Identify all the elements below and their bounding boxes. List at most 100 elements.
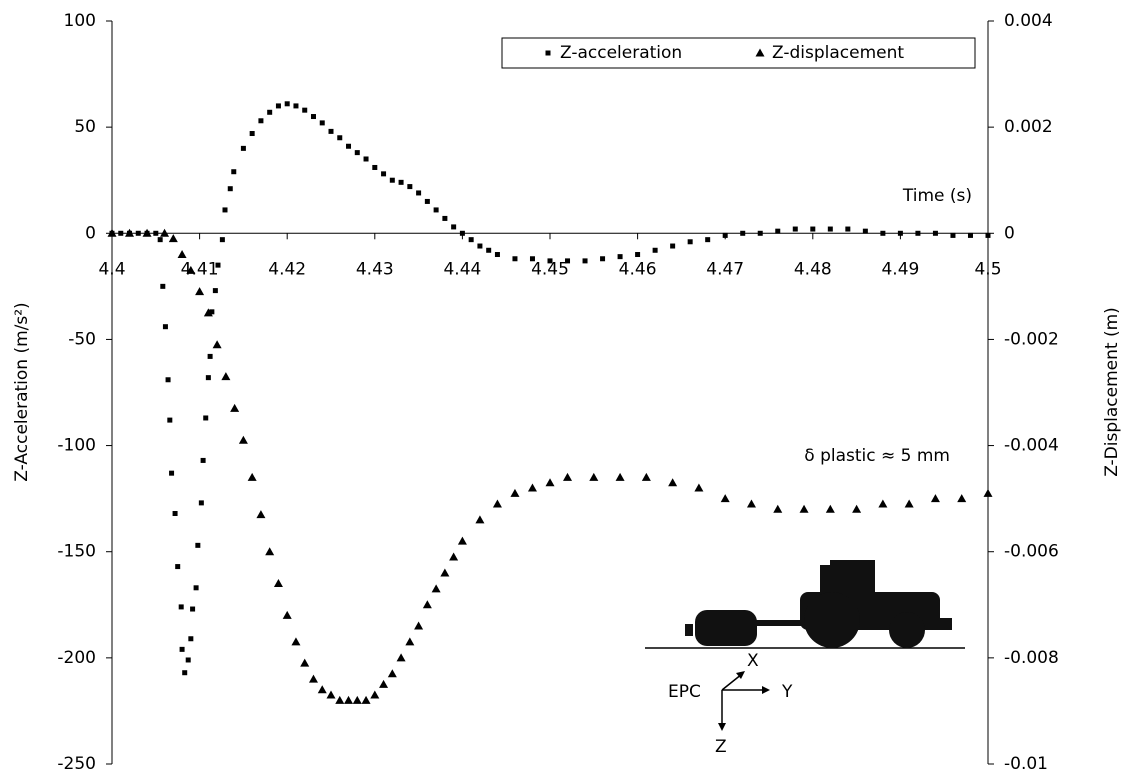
triangle-marker [904,499,914,508]
z-arrowhead [718,723,726,731]
square-marker [512,256,518,262]
square-marker [617,254,623,260]
square-marker [705,237,711,243]
triangle-marker [440,568,450,577]
square-marker [363,156,369,162]
square-marker [407,184,413,190]
legend-label: Z-acceleration [560,43,682,63]
square-marker [179,646,185,652]
annotation: Y [781,682,793,702]
square-marker [424,198,430,204]
triangle-marker [370,690,380,699]
square-marker [337,135,343,141]
square-marker [381,171,387,177]
x-tick-label: 4.4 [98,259,125,279]
series [107,228,993,704]
square-marker [240,145,246,151]
triangle-marker [641,472,651,481]
triangle-marker [720,494,730,503]
square-marker [157,237,163,243]
triangle-marker [142,228,152,237]
tractor-roof [830,560,875,566]
square-marker [451,224,457,230]
square-marker [494,252,500,258]
square-marker [354,150,360,156]
x-tick-label: 4.47 [706,259,744,279]
triangle-marker [825,504,835,513]
x-tick-label: 4.41 [181,259,219,279]
x-axis-label: Time (s) [902,186,972,206]
triangle-marker [212,340,222,349]
triangle-marker [431,584,441,593]
square-marker [162,324,168,330]
square-marker [635,252,641,258]
triangle-marker [273,579,283,588]
triangle-marker [107,228,117,237]
triangle-marker [773,504,783,513]
trailer-hitch [685,624,693,636]
triangle-marker [379,679,389,688]
square-marker [227,186,233,192]
square-marker [792,226,798,232]
square-marker [740,230,746,236]
triangle-marker [852,504,862,513]
square-marker [687,239,693,245]
triangle-marker [545,478,555,487]
x-tick-label: 4.45 [531,259,569,279]
square-marker [193,585,199,591]
square-marker [207,353,213,359]
annotation: X [747,651,759,671]
triangle-marker [746,499,756,508]
square-marker [205,375,211,381]
triangle-marker [168,234,178,243]
legend-label: Z-displacement [772,43,904,63]
triangle-marker [282,610,292,619]
square-marker [249,131,255,137]
trailer-body [695,610,757,646]
triangle-marker [799,504,809,513]
square-marker [302,107,308,113]
square-marker [222,207,228,213]
series [109,101,991,676]
square-marker [167,417,173,423]
triangle-marker [195,287,205,296]
triangle-marker [317,685,327,694]
square-marker [169,470,175,476]
triangle-marker [563,472,573,481]
square-marker [565,258,571,264]
square-marker [267,109,273,115]
square-marker [433,207,439,213]
y-tick-label: 0 [85,223,96,243]
y2-tick-label: -0.01 [1004,754,1048,774]
square-marker [670,243,676,249]
triangle-marker [422,600,432,609]
square-marker [185,657,191,663]
triangle-marker [177,250,187,259]
triangle-marker [326,690,336,699]
x-tick-label: 4.5 [974,259,1001,279]
square-marker [188,636,194,642]
square-marker [880,230,886,236]
triangle-marker [957,494,967,503]
triangle-marker [475,515,485,524]
rear-wheel [804,592,860,648]
y-tick-label: 100 [64,11,96,31]
x-tick-label: 4.48 [794,259,832,279]
triangle-marker [247,472,257,481]
square-marker [190,606,196,612]
square-marker [529,256,535,262]
square-marker [600,256,606,262]
square-marker [398,179,404,185]
triangle-marker [414,621,424,630]
y2-tick-label: -0.004 [1004,436,1059,456]
x-tick-label: 4.43 [356,259,394,279]
x-arrow [721,673,743,691]
triangle-marker [335,695,345,704]
triangle-marker [230,403,240,412]
square-marker [219,237,225,243]
triangle-marker [186,265,196,274]
x-tick-label: 4.42 [268,259,306,279]
square-marker [459,230,465,236]
